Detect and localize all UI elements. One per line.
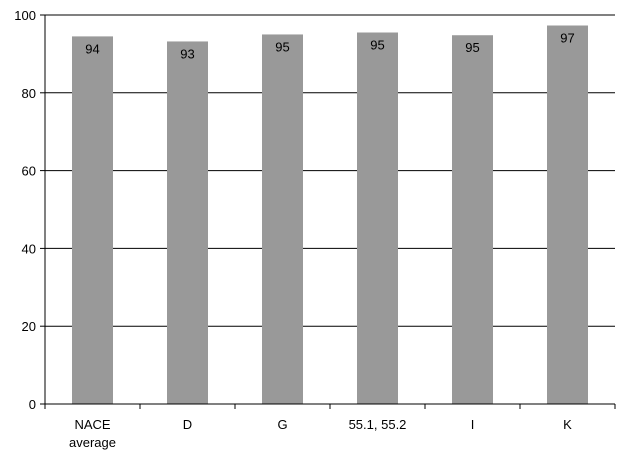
category-label-3: 55.1, 55.2 xyxy=(349,417,407,432)
bar-0 xyxy=(72,36,113,405)
bars xyxy=(72,25,588,405)
data-label-2: 95 xyxy=(275,39,289,54)
y-tick-label-100: 100 xyxy=(14,8,36,23)
y-tick-label-60: 60 xyxy=(22,164,36,179)
category-label-1: D xyxy=(183,417,192,432)
y-tick-label-40: 40 xyxy=(22,241,36,256)
bar-2 xyxy=(262,34,303,404)
bar-3 xyxy=(357,32,398,404)
bar-4 xyxy=(452,35,493,405)
bar-1 xyxy=(167,41,208,405)
data-label-4: 95 xyxy=(465,40,479,55)
y-tick-label-80: 80 xyxy=(22,86,36,101)
data-label-3: 95 xyxy=(370,38,384,53)
category-label-2: G xyxy=(277,417,287,432)
category-label-5: K xyxy=(563,417,572,432)
category-label-4: I xyxy=(471,417,475,432)
axes xyxy=(44,15,615,405)
y-tick-label-0: 0 xyxy=(29,397,36,412)
category-label-0: NACE average xyxy=(69,417,116,450)
data-labels: 94 93 95 95 95 97 xyxy=(85,31,574,62)
bar-5 xyxy=(547,25,588,405)
data-label-1: 93 xyxy=(180,46,194,61)
category-labels: NACE average D G 55.1, 55.2 I K xyxy=(69,417,572,450)
data-label-5: 97 xyxy=(560,31,574,46)
y-tick-labels: 0 20 40 60 80 100 xyxy=(14,8,36,412)
y-tick-label-20: 20 xyxy=(22,319,36,334)
data-label-0: 94 xyxy=(85,41,99,56)
gridlines xyxy=(40,14,616,409)
